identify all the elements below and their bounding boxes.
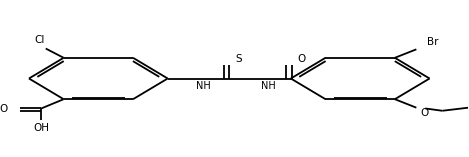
Text: OH: OH xyxy=(33,123,49,133)
Text: O: O xyxy=(297,54,306,64)
Text: NH: NH xyxy=(261,81,276,91)
Text: O: O xyxy=(0,104,7,114)
Text: Cl: Cl xyxy=(35,35,45,45)
Text: Br: Br xyxy=(427,37,438,47)
Text: O: O xyxy=(421,108,429,118)
Text: NH: NH xyxy=(196,81,211,91)
Text: S: S xyxy=(235,54,242,64)
